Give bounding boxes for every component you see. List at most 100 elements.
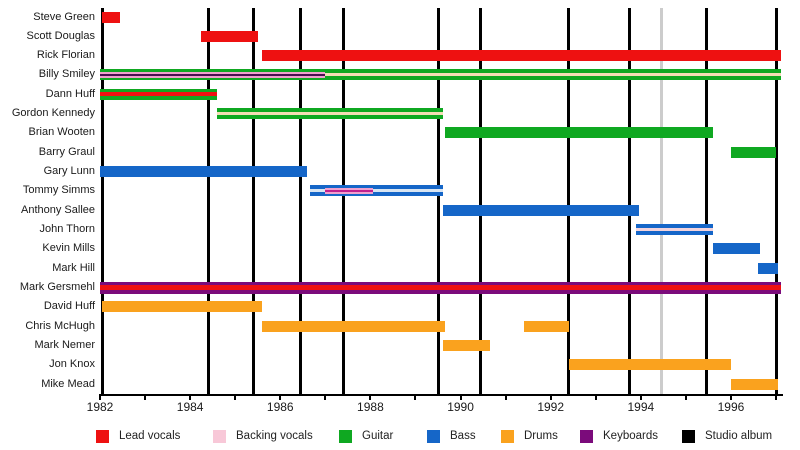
axis-tick [414,396,417,400]
backing-vocals-overlay [100,71,326,78]
axis-tick [324,396,327,400]
member-label: Mark Nemer [34,339,95,352]
year-label: 1996 [717,400,745,414]
studio-album-line [628,8,632,394]
studio-album-line [206,8,210,394]
member-label: Dann Huff [45,87,95,100]
legend-item-guitar: Guitar [339,429,393,443]
legend-label: Guitar [362,430,394,442]
legend-label: Keyboards [603,430,658,442]
bar-center-stripe [636,228,713,232]
studio-album-line [774,8,778,394]
timeline-bar [730,378,779,390]
member-label: Mike Mead [41,377,95,390]
overlay-center-line [325,189,373,192]
axis-tick [594,396,597,400]
member-label: Mark Gersmehl [19,281,95,294]
legend-item-keyboards: Keyboards [580,429,658,443]
timeline-bar [262,320,445,332]
bar-center-stripe [100,92,218,97]
year-label: 1984 [176,400,204,414]
member-label: Steve Green [33,10,95,23]
timeline-bar [758,262,779,274]
axis-tick [504,396,507,400]
member-label: Anthony Sallee [21,203,95,216]
axis-tick [639,396,642,400]
lead-vocals-swatch-icon [96,429,109,443]
gray-marker-line [659,8,663,394]
legend-label: Drums [524,430,558,442]
timeline-bar [201,30,258,42]
timeline-bar [523,320,569,332]
year-label: 1988 [357,400,384,414]
timeline-bar [262,50,781,62]
member-label: Rick Florian [36,49,95,62]
axis-tick [144,396,147,400]
year-label: 1994 [627,400,655,414]
studio-album-swatch-icon [682,429,695,443]
timeline-bar [217,108,443,120]
member-label: Billy Smiley [38,68,95,81]
member-label: Gary Lunn [43,165,95,178]
year-label: 1986 [266,400,294,414]
member-label: Kevin Mills [42,242,95,255]
member-label: Tommy Simms [22,184,95,197]
bar-center-stripe [217,112,443,116]
member-label: Jon Knox [49,358,95,371]
year-label: 1992 [537,400,565,414]
timeline-bar [568,359,731,371]
timeline-bar [309,185,443,197]
timeline-bar [712,243,761,255]
bar-center-stripe [100,73,781,77]
studio-album-line [299,8,303,394]
legend-item-backing-vocals: Backing vocals [213,429,313,443]
member-label: Chris McHugh [25,319,95,332]
bar-center-stripe [100,285,781,291]
legend-item-bass: Bass [427,429,476,443]
timeline-bar [442,340,490,352]
member-label: Barry Graul [38,145,95,158]
member-label: Brian Wooten [28,126,95,139]
axis-tick [99,396,101,400]
backing-vocals-overlay [325,187,373,194]
timeline-bar [730,146,777,158]
studio-album-line [436,8,440,394]
timeline-bar [100,88,218,100]
timeline-bar [444,127,713,139]
bar-center-stripe [309,189,443,193]
keyboards-swatch-icon [580,429,593,443]
studio-album-line [567,8,571,394]
studio-album-line [479,8,483,394]
studio-album-line [100,8,104,394]
legend-label: Bass [450,430,476,442]
timeline-bar [636,224,713,236]
timeline-bar [100,69,781,81]
x-axis-line [99,394,783,396]
axis-tick [369,396,372,400]
legend-label: Backing vocals [236,430,313,442]
timeline-bar [102,301,263,313]
timeline-bar [100,281,781,294]
year-label: 1990 [447,400,474,414]
timeline-bar [100,166,308,178]
axis-tick [684,396,687,400]
axis-tick [459,396,462,400]
legend-label: Lead vocals [119,430,181,442]
axis-tick [549,396,552,400]
member-label: Gordon Kennedy [11,107,95,120]
drums-swatch-icon [501,429,514,443]
overlay-center-line [100,73,326,76]
studio-album-line [704,8,708,394]
studio-album-line [251,8,255,394]
member-label: Mark Hill [52,261,95,274]
legend-item-drums: Drums [501,429,558,443]
axis-tick [279,396,282,400]
timeline-bar [102,11,121,23]
member-label: Scott Douglas [26,29,95,42]
year-label: 1982 [86,400,114,414]
axis-tick [729,396,732,400]
axis-tick [189,396,192,400]
bass-swatch-icon [427,429,440,443]
legend-item-lead-vocals: Lead vocals [96,429,180,443]
